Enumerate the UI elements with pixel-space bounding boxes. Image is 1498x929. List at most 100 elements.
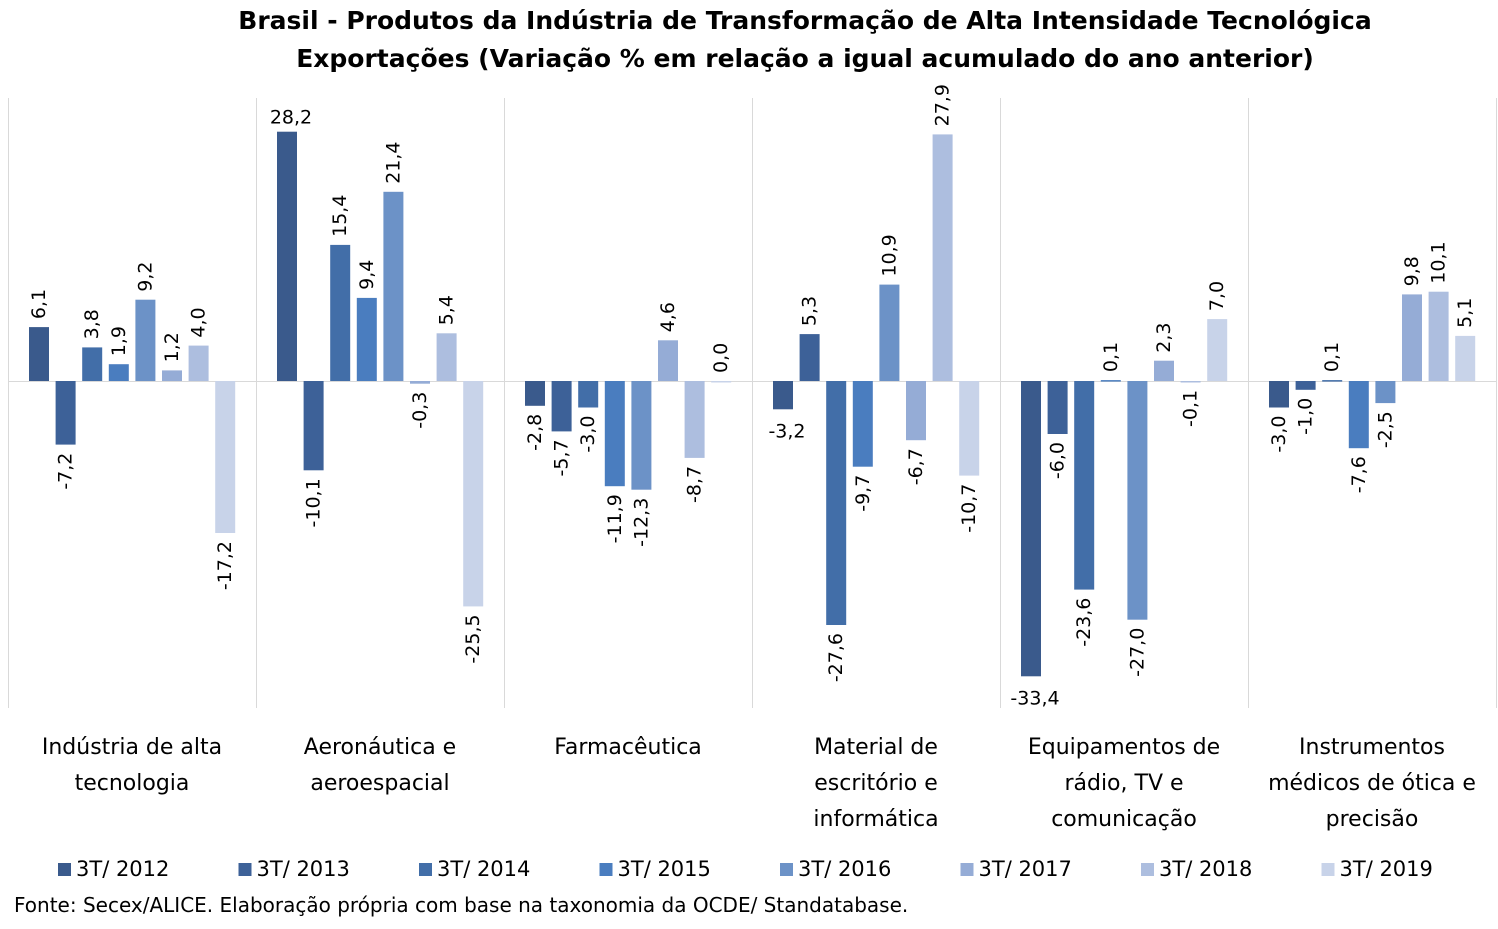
- bar: [29, 327, 49, 381]
- data-label: -6,7: [905, 448, 927, 485]
- bar: [463, 381, 484, 607]
- bar: [578, 381, 599, 408]
- data-label: 9,4: [356, 260, 378, 290]
- category-label: Instrumentos médicos de ótica e precisão: [1268, 735, 1476, 832]
- legend-label: 3T/ 2017: [979, 857, 1072, 881]
- data-label: -0,3: [409, 392, 431, 429]
- data-label: 15,4: [329, 195, 351, 237]
- legend-item: 3T/ 2017: [960, 857, 1072, 881]
- legend-label: 3T/ 2013: [257, 857, 350, 881]
- legend-label: 3T/ 2016: [798, 857, 891, 881]
- bar: [1455, 335, 1476, 381]
- data-label: -27,0: [1126, 628, 1148, 677]
- data-label: 3,8: [81, 309, 103, 339]
- bar: [108, 364, 129, 381]
- legend-swatch: [419, 863, 432, 876]
- bar: [303, 381, 324, 471]
- legend-swatch: [1141, 863, 1154, 876]
- legend-item: 3T/ 2019: [1321, 857, 1433, 881]
- data-label: -11,9: [604, 494, 626, 543]
- bar: [773, 381, 793, 410]
- data-label: -8,7: [684, 466, 706, 503]
- data-label: -12,3: [630, 498, 652, 547]
- legend-swatch: [1321, 863, 1335, 876]
- bar: [82, 347, 103, 381]
- legend-swatch: [58, 863, 71, 876]
- data-label: -3,0: [577, 416, 599, 453]
- category-label: Indústria de alta tecnologia: [42, 735, 222, 796]
- bar: [1180, 381, 1201, 383]
- data-label: -10,7: [958, 484, 980, 533]
- category-label: Farmacêutica: [554, 735, 702, 760]
- bar: [906, 381, 926, 441]
- bar: [631, 381, 652, 490]
- bar: [1295, 381, 1316, 390]
- bar: [1127, 381, 1148, 620]
- bar: [826, 381, 847, 625]
- data-label: 28,2: [270, 107, 312, 129]
- bar: [356, 297, 377, 381]
- data-label: -23,6: [1073, 598, 1095, 647]
- bar: [959, 381, 980, 476]
- data-label: 5,1: [1454, 298, 1476, 328]
- data-label: -7,2: [55, 453, 77, 490]
- data-label: 7,0: [1206, 281, 1228, 311]
- bar: [1207, 319, 1228, 381]
- data-label: 0,0: [710, 343, 732, 373]
- data-label: -7,6: [1348, 456, 1370, 493]
- data-label: -10,1: [303, 478, 325, 527]
- source-note: Fonte: Secex/ALICE. Elaboração própria c…: [14, 893, 909, 917]
- data-label: 4,0: [188, 307, 210, 337]
- legend-label: 3T/ 2018: [1159, 857, 1252, 881]
- bar: [1428, 291, 1449, 381]
- bar: [436, 333, 457, 381]
- data-label: 27,9: [932, 84, 954, 126]
- bar: [215, 381, 236, 533]
- bar: [932, 134, 953, 381]
- bar: [277, 131, 297, 381]
- data-label: 9,8: [1401, 256, 1423, 286]
- legend-swatch: [780, 863, 793, 876]
- bar: [383, 191, 404, 381]
- bar: [1375, 381, 1396, 404]
- data-label: -6,0: [1047, 442, 1069, 479]
- data-label: -0,1: [1180, 390, 1202, 427]
- legend-item: 3T/ 2013: [238, 857, 350, 881]
- data-label: 1,2: [161, 332, 183, 362]
- legend-item: 3T/ 2012: [58, 857, 169, 881]
- data-label: -3,2: [768, 420, 805, 442]
- category-label: Aeronáutica e aeroespacial: [304, 735, 456, 796]
- bar: [525, 381, 545, 406]
- data-label: 5,4: [436, 295, 458, 325]
- bar: [1322, 380, 1343, 382]
- data-label: 0,1: [1321, 342, 1343, 372]
- data-label: 6,1: [28, 289, 50, 319]
- bar: [1021, 381, 1041, 677]
- bar: [55, 381, 76, 445]
- bar: [711, 381, 732, 383]
- bar: [852, 381, 873, 467]
- bar: [879, 284, 900, 381]
- data-label: 21,4: [382, 141, 404, 183]
- bar: [604, 381, 625, 487]
- data-label: -17,2: [214, 541, 236, 590]
- legend-item: 3T/ 2014: [419, 857, 530, 881]
- data-label: -2,5: [1374, 411, 1396, 448]
- bar: [188, 345, 209, 381]
- legend-label: 3T/ 2019: [1340, 857, 1433, 881]
- bar: [1269, 381, 1289, 408]
- bar: [330, 244, 351, 381]
- legend-item: 3T/ 2016: [780, 857, 891, 881]
- data-label: -25,5: [462, 614, 484, 663]
- bar: [410, 381, 430, 384]
- data-label: 4,6: [657, 302, 679, 332]
- bar: [1154, 360, 1174, 381]
- data-label: -3,0: [1268, 416, 1290, 453]
- chart-subtitle: Exportações (Variação % em relação a igu…: [296, 44, 1314, 73]
- data-label: 10,1: [1428, 241, 1450, 283]
- legend-swatch: [960, 863, 974, 876]
- legend-swatch: [238, 863, 252, 876]
- data-label: -1,0: [1295, 398, 1317, 435]
- bar: [658, 340, 678, 381]
- category-label: Equipamentos de rádio, TV e comunicação: [1028, 735, 1220, 832]
